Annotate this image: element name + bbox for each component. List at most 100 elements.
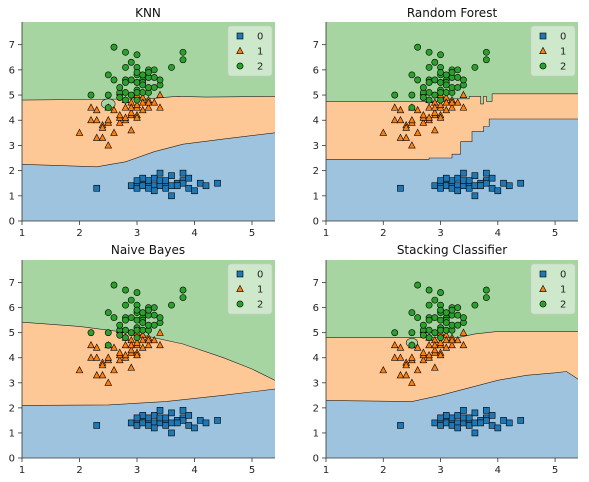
point-class0 <box>145 177 152 184</box>
naive-bayes-y-tick-label: 6 <box>9 303 15 314</box>
point-class1 <box>442 343 451 351</box>
point-class2 <box>139 319 147 327</box>
point-class1 <box>98 371 107 379</box>
point-class2 <box>482 48 490 56</box>
point-class1 <box>104 353 113 361</box>
point-class2 <box>437 68 444 76</box>
point-class2 <box>454 311 462 319</box>
stacking-classifier-y-tick-label: 2 <box>313 403 319 414</box>
point-class0 <box>488 184 496 192</box>
point-class2 <box>122 286 129 294</box>
point-class1 <box>92 353 101 361</box>
point-class2 <box>408 91 416 99</box>
knn-y-tick-label: 1 <box>9 191 15 202</box>
random-forest-x-tick-label: 5 <box>552 228 558 239</box>
point-class0 <box>185 412 193 419</box>
stacking-classifier-legend: 0 1 2 <box>530 263 576 315</box>
point-class0 <box>139 174 147 182</box>
point-class1 <box>459 328 468 336</box>
point-class1 <box>413 343 422 351</box>
point-class1 <box>431 108 439 116</box>
point-class0 <box>437 184 444 192</box>
point-class1 <box>127 126 136 134</box>
point-class2 <box>179 294 187 301</box>
point-class0 <box>460 169 467 177</box>
point-class1 <box>442 98 451 106</box>
point-class1 <box>396 343 405 351</box>
point-class1 <box>396 116 405 124</box>
point-class0 <box>471 192 479 200</box>
naive-bayes-boundary-1-2 <box>22 321 275 381</box>
naive-bayes-points <box>75 281 221 437</box>
point-class1 <box>110 105 118 114</box>
point-class0 <box>448 177 456 184</box>
point-class1 <box>156 328 164 336</box>
point-class1 <box>127 108 136 116</box>
point-class1 <box>448 103 456 111</box>
point-class1 <box>98 133 107 141</box>
point-class0 <box>150 187 158 195</box>
point-class0 <box>465 184 473 192</box>
point-class1 <box>379 366 388 374</box>
random-forest-x-tick-label: 1 <box>323 228 329 239</box>
point-class1 <box>144 98 153 106</box>
point-class2 <box>414 281 422 289</box>
point-class0 <box>150 424 158 432</box>
point-class1 <box>92 105 101 114</box>
naive-bayes-y-tick-label: 1 <box>9 428 15 439</box>
point-class0 <box>173 182 181 190</box>
point-class1 <box>408 378 416 386</box>
point-class2 <box>110 43 118 51</box>
point-class2 <box>139 71 147 79</box>
point-class0 <box>454 187 462 195</box>
point-class2 <box>150 84 158 91</box>
point-class1 <box>402 371 410 379</box>
knn-legend-label-2: 2 <box>257 62 263 73</box>
point-class1 <box>115 356 124 364</box>
point-class0 <box>471 172 479 179</box>
point-class2 <box>425 79 433 86</box>
naive-bayes-y-tick-label: 3 <box>9 378 15 389</box>
point-class2 <box>442 81 450 89</box>
naive-bayes-y-tick-label: 5 <box>9 328 15 339</box>
random-forest-legend-label-2: 2 <box>560 62 566 73</box>
point-class0 <box>397 184 404 192</box>
point-class2 <box>122 316 129 324</box>
random-forest-legend-label-0: 0 <box>560 32 566 43</box>
random-forest-title: Random Forest <box>407 6 498 20</box>
point-class2 <box>431 91 439 99</box>
point-class0 <box>179 407 187 414</box>
point-class2 <box>133 96 141 104</box>
point-class1 <box>448 335 456 344</box>
point-class1 <box>442 335 451 344</box>
point-class2 <box>122 326 129 334</box>
point-class1 <box>156 103 164 111</box>
point-class0 <box>471 429 479 437</box>
random-forest-y-tick-label: 1 <box>313 191 319 202</box>
point-class0 <box>437 422 444 429</box>
point-class1 <box>419 348 428 356</box>
naive-bayes-legend-label-0: 0 <box>257 270 263 281</box>
point-class0 <box>196 179 204 187</box>
point-class1 <box>133 351 141 359</box>
point-class2 <box>127 329 135 337</box>
point-class0 <box>494 187 502 195</box>
point-class2 <box>150 311 158 319</box>
point-class2 <box>122 79 129 86</box>
knn-legend-label-1: 1 <box>257 47 263 58</box>
point-class0 <box>202 182 210 190</box>
point-class2 <box>122 63 129 71</box>
knn-legend-box <box>227 25 273 77</box>
point-class0 <box>196 417 204 424</box>
point-class0 <box>448 184 456 192</box>
stacking-classifier-y-tick-label: 0 <box>313 454 319 465</box>
knn-y-tick-label: 5 <box>9 91 15 102</box>
point-class1 <box>127 345 136 354</box>
point-class0 <box>156 407 164 414</box>
point-class1 <box>390 353 399 361</box>
point-class2 <box>448 306 456 314</box>
point-class2 <box>150 74 158 81</box>
point-class0 <box>133 422 141 429</box>
stacking-classifier-y-tick-label: 7 <box>313 278 319 289</box>
